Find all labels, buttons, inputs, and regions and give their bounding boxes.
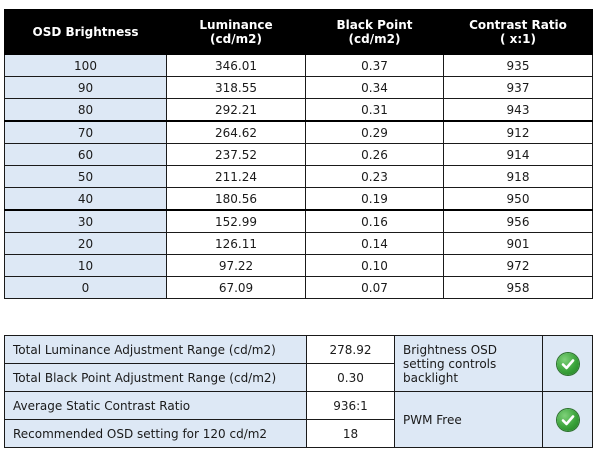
summary-label: Total Luminance Adjustment Range (cd/m2)	[4, 335, 307, 364]
table-row: 80 292.21 0.31 943	[4, 98, 593, 122]
summary-label: Average Static Contrast Ratio	[4, 391, 307, 420]
table-row: 70 264.62 0.29 912	[4, 120, 593, 144]
summary-label: Total Black Point Adjustment Range (cd/m…	[4, 363, 307, 392]
table-header-row: OSD Brightness Luminance (cd/m2) Black Po…	[4, 9, 593, 55]
summary-table: Total Luminance Adjustment Range (cd/m2)…	[4, 335, 593, 448]
check-icon	[556, 408, 579, 431]
backlight-check-cell	[542, 335, 593, 392]
osd-cell: 10	[4, 254, 167, 277]
osd-cell: 100	[4, 54, 167, 77]
contrast-cell: 912	[443, 120, 593, 144]
contrast-cell: 943	[443, 98, 593, 122]
summary-value: 18	[306, 419, 395, 448]
contrast-cell: 914	[443, 143, 593, 166]
header-osd-brightness: OSD Brightness	[4, 9, 167, 55]
table-row: 60 237.52 0.26 914	[4, 143, 593, 166]
table-row: 10 97.22 0.10 972	[4, 254, 593, 277]
summary-row: Recommended OSD setting for 120 cd/m2 18	[4, 419, 593, 448]
contrast-cell: 956	[443, 209, 593, 233]
black-point-cell: 0.34	[305, 76, 444, 99]
osd-cell: 60	[4, 143, 167, 166]
osd-cell: 30	[4, 209, 167, 233]
osd-cell: 50	[4, 165, 167, 188]
pwm-check-cell	[542, 391, 593, 448]
black-point-cell: 0.29	[305, 120, 444, 144]
contrast-cell: 935	[443, 54, 593, 77]
black-point-cell: 0.10	[305, 254, 444, 277]
header-black-point: Black Point (cd/m2)	[305, 9, 444, 55]
contrast-cell: 901	[443, 232, 593, 255]
contrast-cell: 937	[443, 76, 593, 99]
osd-cell: 90	[4, 76, 167, 99]
luminance-cell: 126.11	[166, 232, 306, 255]
luminance-cell: 97.22	[166, 254, 306, 277]
osd-cell: 0	[4, 276, 167, 299]
header-luminance: Luminance (cd/m2)	[166, 9, 306, 55]
summary-value: 936:1	[306, 391, 395, 420]
table-row: 100 346.01 0.37 935	[4, 54, 593, 77]
table-row: 50 211.24 0.23 918	[4, 165, 593, 188]
contrast-cell: 958	[443, 276, 593, 299]
summary-value: 278.92	[306, 335, 395, 364]
osd-cell: 80	[4, 98, 167, 122]
luminance-cell: 211.24	[166, 165, 306, 188]
black-point-cell: 0.37	[305, 54, 444, 77]
table-row: 0 67.09 0.07 958	[4, 276, 593, 299]
luminance-cell: 292.21	[166, 98, 306, 122]
luminance-cell: 346.01	[166, 54, 306, 77]
black-point-cell: 0.31	[305, 98, 444, 122]
summary-row: Average Static Contrast Ratio 936:1 PWM …	[4, 391, 593, 448]
table-row: 40 180.56 0.19 950	[4, 187, 593, 211]
luminance-cell: 264.62	[166, 120, 306, 144]
luminance-cell: 152.99	[166, 209, 306, 233]
contrast-cell: 950	[443, 187, 593, 211]
black-point-cell: 0.16	[305, 209, 444, 233]
luminance-cell: 180.56	[166, 187, 306, 211]
table-row: 90 318.55 0.34 937	[4, 76, 593, 99]
black-point-cell: 0.23	[305, 165, 444, 188]
header-contrast-ratio: Contrast Ratio( x:1)	[443, 9, 593, 55]
osd-cell: 40	[4, 187, 167, 211]
luminance-cell: 318.55	[166, 76, 306, 99]
black-point-cell: 0.26	[305, 143, 444, 166]
luminance-cell: 67.09	[166, 276, 306, 299]
contrast-cell: 918	[443, 165, 593, 188]
backlight-note: Brightness OSD setting controls backligh…	[394, 335, 543, 392]
summary-row: Total Black Point Adjustment Range (cd/m…	[4, 363, 593, 392]
summary-row: Total Luminance Adjustment Range (cd/m2)…	[4, 335, 593, 392]
table-row: 30 152.99 0.16 956	[4, 209, 593, 233]
check-icon	[556, 352, 579, 375]
black-point-cell: 0.07	[305, 276, 444, 299]
pwm-note: PWM Free	[394, 391, 543, 448]
luminance-cell: 237.52	[166, 143, 306, 166]
osd-cell: 70	[4, 120, 167, 144]
osd-cell: 20	[4, 232, 167, 255]
contrast-cell: 972	[443, 254, 593, 277]
summary-value: 0.30	[306, 363, 395, 392]
brightness-table: OSD Brightness Luminance (cd/m2) Black Po…	[4, 9, 593, 299]
black-point-cell: 0.19	[305, 187, 444, 211]
table-row: 20 126.11 0.14 901	[4, 232, 593, 255]
summary-label: Recommended OSD setting for 120 cd/m2	[4, 419, 307, 448]
black-point-cell: 0.14	[305, 232, 444, 255]
